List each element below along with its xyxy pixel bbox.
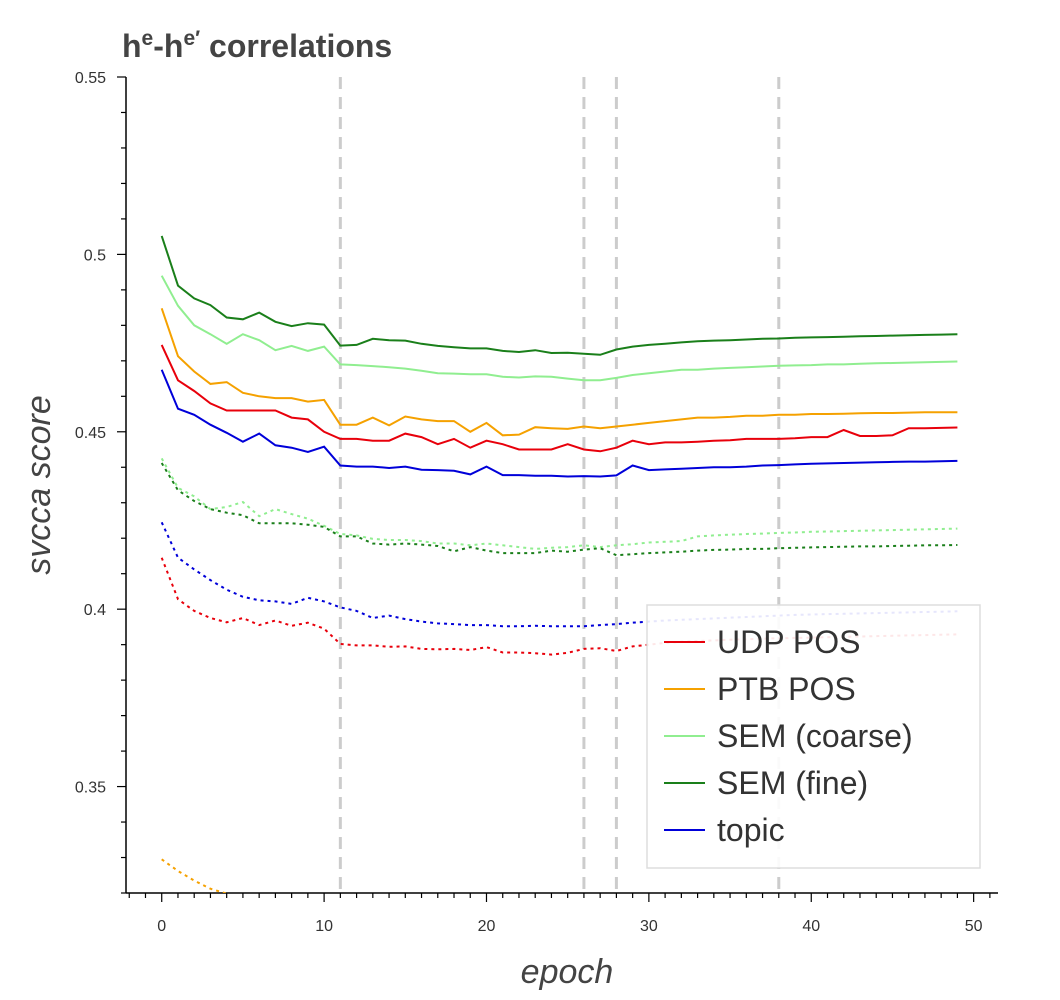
- legend-label-udp-pos: UDP POS: [717, 624, 860, 660]
- solid-udp-pos-series-line: [160, 344, 958, 453]
- dotted-unlabeled-series-line: [160, 557, 958, 656]
- dotted-unlabeled-series-line: [161, 858, 227, 893]
- solid-sem-fine-series-line: [160, 235, 958, 356]
- solid-ptb-pos-series-line: [160, 307, 958, 437]
- solid-topic-series-line: [160, 369, 958, 478]
- x-axis-title: epoch: [521, 953, 614, 991]
- legend-label-sem-coarse: SEM (coarse): [717, 718, 913, 754]
- y-axis-title: svcca score: [20, 395, 58, 575]
- chart-title: he-he′ correlations: [122, 27, 392, 64]
- y-tick-label: 0.45: [75, 425, 106, 442]
- legend-label-ptb-pos: PTB POS: [717, 671, 856, 707]
- dotted-unlabeled-series-line: [160, 457, 958, 550]
- x-tick-label: 50: [965, 918, 983, 935]
- y-tick-label: 0.4: [84, 602, 106, 619]
- x-tick-label: 30: [640, 918, 658, 935]
- legend-label-sem-fine: SEM (fine): [717, 765, 868, 801]
- dotted-unlabeled-series-line: [160, 462, 958, 557]
- solid-sem-coarse-series-line: [160, 275, 958, 382]
- x-tick-label: 10: [315, 918, 333, 935]
- x-tick-label: 0: [157, 918, 166, 935]
- x-tick-label: 40: [802, 918, 820, 935]
- legend-label-topic: topic: [717, 812, 785, 848]
- y-tick-label: 0.5: [84, 247, 106, 264]
- y-tick-label: 0.35: [75, 780, 106, 797]
- x-tick-label: 20: [478, 918, 496, 935]
- y-tick-label: 0.55: [75, 70, 106, 87]
